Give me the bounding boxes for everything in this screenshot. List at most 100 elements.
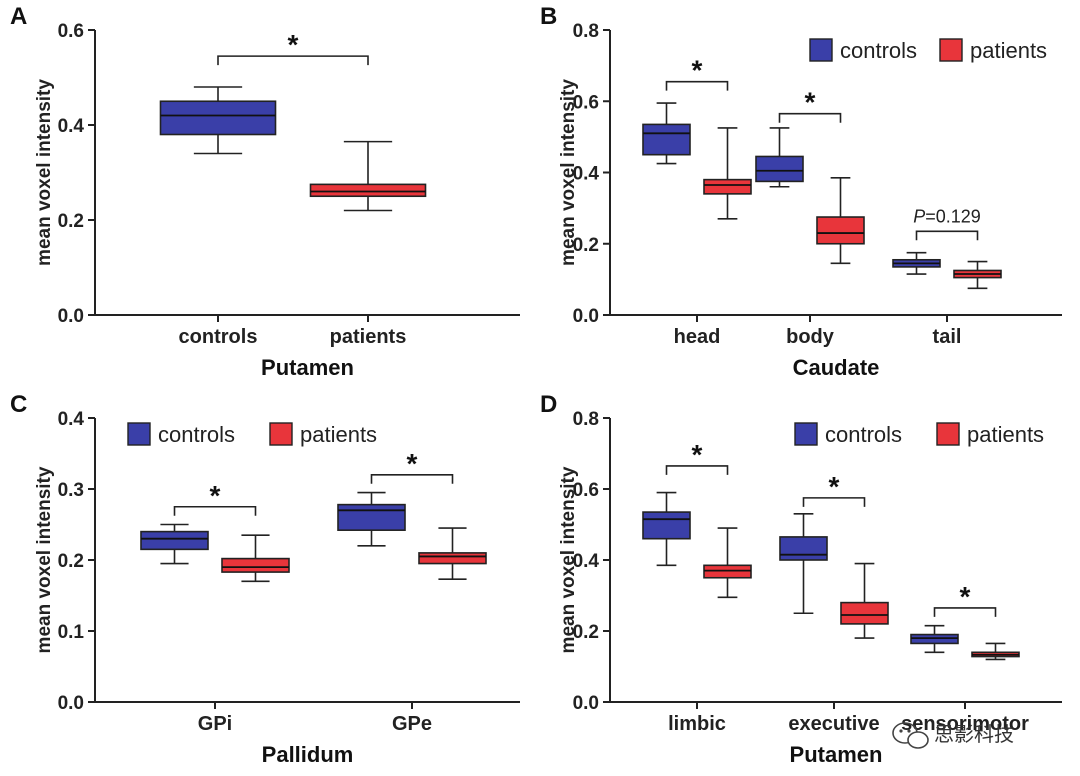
- y-tick-label: 0.2: [58, 551, 84, 572]
- wechat-icon: [892, 722, 929, 749]
- x-tick-label: patients: [330, 326, 407, 348]
- y-tick-label: 0.0: [58, 693, 84, 714]
- box-iqr: [840, 601, 889, 625]
- x-tick-label: controls: [179, 326, 258, 348]
- legend-swatch-patients: [936, 422, 960, 446]
- box-iqr: [221, 557, 290, 573]
- panel-letter: C: [10, 391, 27, 418]
- box-iqr: [418, 552, 487, 565]
- box-controls-controls: [159, 86, 277, 155]
- x-tick-label: head: [674, 326, 721, 348]
- panel-letter: A: [10, 3, 27, 30]
- y-axis-label: mean voxel intensity: [558, 466, 579, 653]
- significance-star: *: [805, 87, 816, 118]
- box-patients-body: [816, 177, 865, 265]
- y-tick-label: 0.0: [573, 693, 599, 714]
- box-iqr: [159, 100, 277, 136]
- significance-bracket: *: [173, 480, 257, 516]
- significance-star: *: [407, 448, 418, 479]
- legend-label-controls: controls: [158, 422, 235, 447]
- y-tick-label: 0.2: [58, 211, 84, 232]
- box-patients-GPe: [418, 527, 487, 580]
- y-tick-label: 0.2: [573, 235, 599, 256]
- legend-swatch-controls: [809, 38, 833, 62]
- box-iqr: [309, 183, 427, 198]
- x-tick-label: body: [786, 326, 835, 348]
- box-patients-limbic: [703, 527, 752, 599]
- bracket-label: P=0.129: [913, 206, 981, 226]
- significance-bracket: *: [370, 448, 454, 484]
- y-axis-label: mean voxel intensity: [558, 79, 579, 266]
- x-tick-label: tail: [933, 326, 962, 348]
- bracket-line: [802, 497, 866, 507]
- y-tick-label: 0.1: [58, 622, 85, 643]
- significance-bracket: *: [665, 439, 729, 475]
- box-controls-head: [642, 102, 691, 165]
- box-controls-GPe: [337, 491, 406, 547]
- bracket-line: [173, 505, 257, 516]
- legend-swatch-controls: [794, 422, 818, 446]
- significance-star: *: [692, 439, 703, 470]
- x-tick-label: GPe: [392, 713, 432, 735]
- legend: controls patients: [794, 422, 1044, 447]
- panel-letter: B: [540, 3, 557, 30]
- y-tick-label: 0.0: [573, 306, 599, 327]
- legend-swatch-patients: [939, 38, 963, 62]
- significance-star: *: [210, 480, 221, 511]
- y-tick-label: 0.8: [573, 21, 599, 42]
- bracket-line: [370, 474, 454, 484]
- bracket-line: [665, 80, 729, 91]
- box-patients-head: [703, 127, 752, 220]
- box-patients-executive: [840, 562, 889, 639]
- box-iqr: [642, 123, 691, 156]
- panel-letter: D: [540, 391, 557, 418]
- y-tick-label: 0.2: [573, 622, 599, 643]
- box-controls-tail: [892, 251, 941, 275]
- bracket-line: [665, 465, 729, 475]
- box-controls-executive: [779, 513, 828, 615]
- box-patients-GPi: [221, 534, 290, 583]
- legend-label-patients: patients: [967, 422, 1044, 447]
- y-tick-label: 0.6: [573, 480, 599, 501]
- box-controls-body: [755, 127, 804, 188]
- box-iqr: [337, 503, 406, 531]
- y-tick-label: 0.4: [573, 164, 600, 185]
- bracket-line: [217, 55, 369, 66]
- legend-swatch-patients: [269, 422, 293, 446]
- legend-swatch-controls: [127, 422, 151, 446]
- box-iqr: [140, 530, 209, 551]
- x-tick-label: GPi: [198, 713, 232, 735]
- significance-star: *: [960, 581, 971, 612]
- x-tick-label: sensorimotor: [901, 713, 1029, 735]
- significance-bracket: *: [933, 581, 997, 617]
- significance-bracket: *: [778, 87, 842, 123]
- box-patients-patients: [309, 140, 427, 212]
- box-iqr: [816, 216, 865, 245]
- y-tick-label: 0.8: [573, 409, 599, 430]
- y-tick-label: 0.6: [58, 21, 84, 42]
- box-iqr: [779, 536, 828, 561]
- significance-star: *: [288, 29, 299, 60]
- panel-d: D 0.0 0.2 0.4 0.6 0.8 mean voxel intensity limb…: [540, 391, 1062, 767]
- box-iqr: [642, 511, 691, 540]
- y-tick-label: 0.4: [58, 409, 85, 430]
- x-tick-label: limbic: [668, 713, 726, 735]
- legend: controls patients: [127, 422, 377, 447]
- legend-label-patients: patients: [970, 38, 1047, 63]
- box-iqr: [703, 178, 752, 195]
- x-axis-label: Putamen: [261, 355, 354, 380]
- x-axis-label: Pallidum: [262, 742, 354, 767]
- y-axis-label: mean voxel intensity: [34, 79, 55, 266]
- x-axis-label: Putamen: [790, 742, 883, 767]
- significance-bracket: P=0.129: [913, 206, 981, 241]
- y-axis-label: mean voxel intensity: [34, 466, 55, 653]
- legend: controls patients: [809, 38, 1047, 63]
- bracket-line: [778, 112, 842, 123]
- bracket-line: [915, 230, 979, 241]
- box-patients-sensorimotor: [971, 642, 1020, 661]
- significance-star: *: [692, 55, 703, 86]
- y-tick-label: 0.3: [58, 480, 84, 501]
- significance-bracket: *: [802, 471, 866, 507]
- x-axis-label: Caudate: [793, 355, 880, 380]
